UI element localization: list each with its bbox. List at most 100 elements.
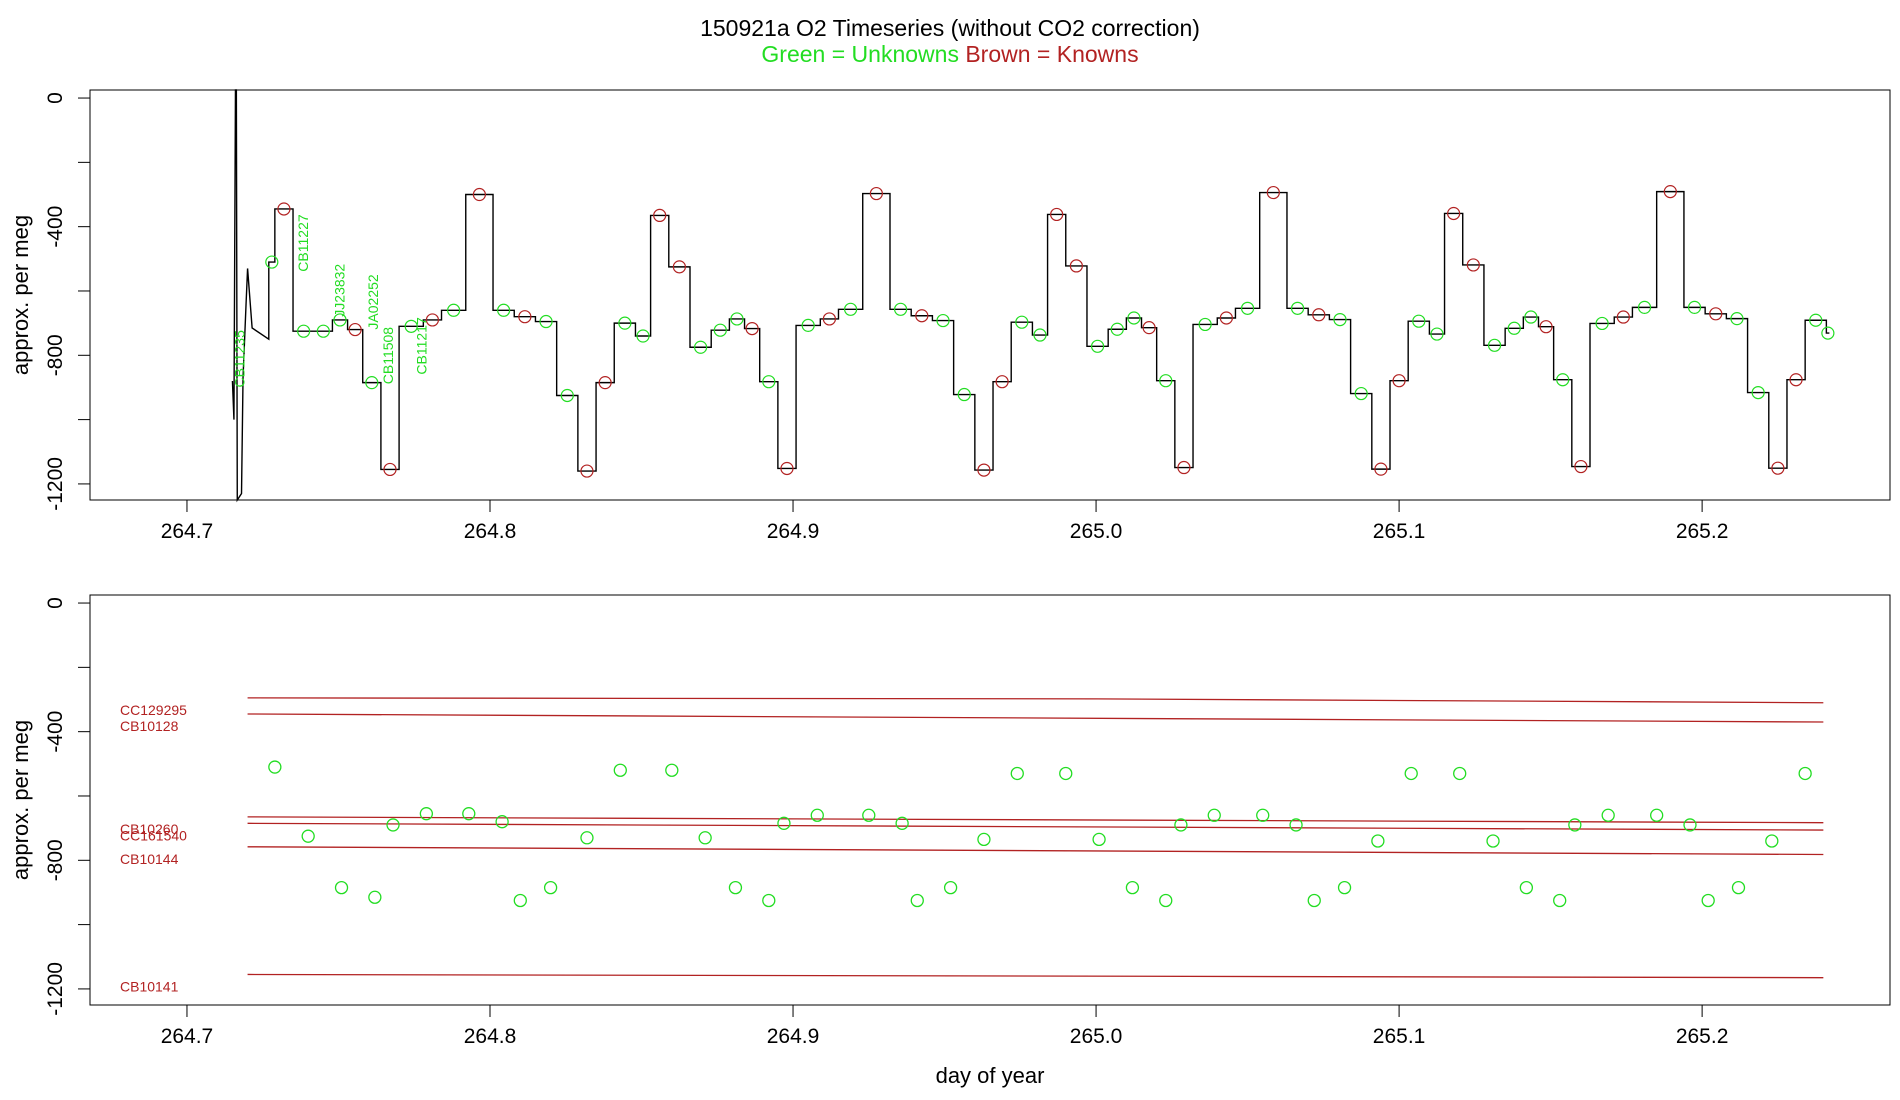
unknown-point [333, 313, 347, 327]
unknown-point [316, 324, 330, 338]
unknown-point [713, 323, 727, 337]
unknown-point [1256, 808, 1270, 822]
x-tick-label: 265.1 [1373, 1025, 1426, 1048]
known-point [1771, 461, 1785, 475]
unknown-point [543, 880, 558, 895]
known-point [1539, 320, 1553, 334]
x-tick-label: 264.7 [161, 520, 214, 543]
unknown-point [665, 763, 679, 777]
unknown-point [1524, 310, 1538, 324]
y-tick-label: -400 [44, 206, 67, 248]
legend-unknowns: Green = Unknowns [761, 41, 959, 67]
unknown-point [910, 893, 924, 908]
known-point [1709, 307, 1723, 321]
cylinder-annotation: CB11508 [380, 327, 396, 385]
known-point [1663, 185, 1677, 199]
unknown-point [1159, 893, 1173, 908]
known-point [1447, 206, 1461, 221]
known-point [1177, 460, 1191, 475]
unknown-point [1637, 300, 1652, 314]
unknown-point [762, 893, 776, 908]
unknown-point [297, 324, 311, 338]
unknown-point [1650, 808, 1664, 822]
reference-line [247, 816, 1824, 824]
unknown-point [1507, 321, 1521, 335]
unknown-point [1354, 386, 1368, 401]
unknown-point [1059, 766, 1073, 781]
reference-line-label: CC129295 [120, 702, 187, 718]
unknown-point [1240, 301, 1255, 315]
unknown-point [495, 815, 509, 829]
unknown-point [844, 302, 858, 316]
timeseries-line [231, 89, 1830, 503]
unknown-point [1333, 313, 1347, 327]
unknown-point [1015, 315, 1029, 329]
known-point [580, 464, 594, 478]
unknown-point [1683, 818, 1697, 832]
reference-line-label: CC161540 [120, 827, 187, 843]
unknown-point [1010, 766, 1024, 781]
y-tick-label: -400 [44, 711, 67, 753]
y-tick-label: 0 [44, 92, 67, 104]
reference-line-label: CB10144 [120, 851, 179, 867]
reference-line [247, 846, 1824, 856]
unknown-point [1430, 327, 1444, 341]
known-point [1266, 185, 1280, 200]
cylinder-annotation: JJ23832 [332, 264, 348, 317]
known-point [1616, 310, 1630, 324]
plot-frame [89, 594, 1891, 1006]
unknown-point [1730, 312, 1744, 326]
plot-frame [89, 89, 1891, 501]
unknown-point [1090, 339, 1105, 353]
reference-line [247, 697, 1824, 704]
unknown-point [957, 387, 971, 402]
unknown-point [1568, 818, 1582, 832]
known-point [425, 313, 440, 327]
known-point [977, 463, 991, 477]
known-point [672, 260, 686, 274]
unknown-point [894, 302, 908, 316]
known-point [348, 322, 362, 337]
unknown-point [1821, 326, 1835, 340]
unknown-point [862, 808, 876, 822]
known-point [1142, 321, 1156, 335]
unknown-point [1371, 834, 1385, 848]
cylinder-annotation: CB11217 [413, 317, 429, 375]
y-tick-label: -1200 [44, 962, 67, 1016]
unknown-point [801, 318, 815, 332]
unknown-point [1751, 385, 1765, 400]
unknown-point [1289, 818, 1303, 832]
x-tick-label: 265.2 [1676, 520, 1729, 543]
x-tick-label: 264.7 [161, 1025, 214, 1048]
unknown-point [1595, 316, 1609, 331]
chart-title: 150921a O2 Timeseries (without CO2 corre… [700, 15, 1200, 41]
reference-line [247, 822, 1824, 831]
known-point [1050, 207, 1064, 222]
x-tick-label: 265.2 [1676, 1025, 1729, 1048]
unknown-point [1487, 338, 1502, 352]
chart-subtitle: Green = Unknowns Brown = Knowns [0, 41, 1900, 68]
unknown-point [728, 880, 743, 895]
reference-line-label: CB10260 [120, 821, 179, 837]
unknown-point [334, 880, 349, 895]
known-point [1069, 259, 1083, 273]
y-axis-label: approx. per meg [8, 720, 33, 880]
unknown-point [447, 303, 461, 317]
known-point [745, 322, 759, 336]
x-tick-label: 264.8 [464, 1025, 517, 1048]
unknown-point [462, 807, 476, 821]
known-point [1374, 462, 1388, 476]
unknown-point [943, 880, 958, 895]
known-point [1312, 308, 1326, 322]
unknown-point [1159, 374, 1173, 388]
unknown-point [1553, 893, 1567, 908]
unknown-point [1412, 314, 1426, 328]
y-tick-label: -800 [44, 334, 67, 376]
unknown-point [497, 303, 511, 317]
x-tick-label: 264.8 [464, 520, 517, 543]
unknown-point [368, 890, 382, 904]
unknown-point [694, 340, 708, 354]
unknown-point [539, 314, 553, 329]
unknown-point [580, 831, 594, 845]
